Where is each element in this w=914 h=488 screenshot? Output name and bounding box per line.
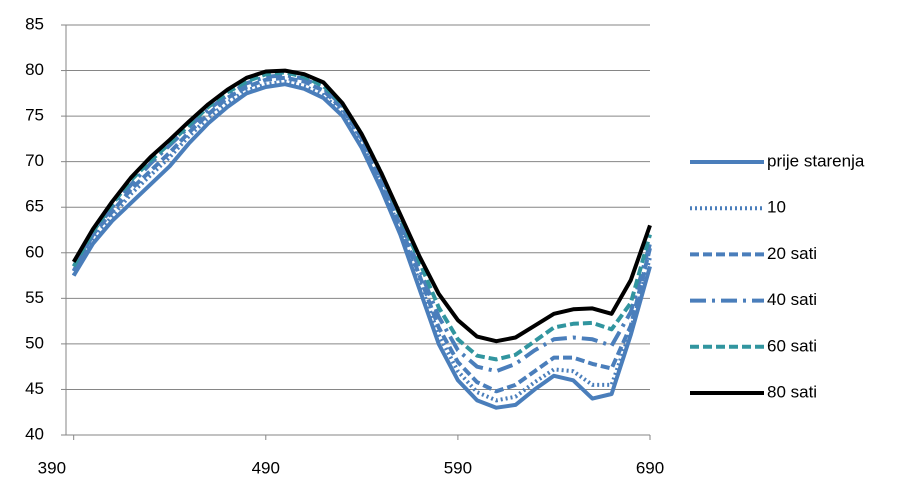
series-line (71, 70, 652, 362)
x-tick-label: 590 (444, 458, 472, 477)
legend-label: 20 sati (767, 244, 817, 263)
series-line (71, 68, 652, 344)
x-tick-label: 490 (252, 458, 280, 477)
y-tick-label: 55 (25, 288, 44, 307)
y-tick-label: 65 (25, 197, 44, 216)
y-tick-label: 45 (25, 379, 44, 398)
legend-label: prije starenja (767, 151, 865, 170)
y-tick-label: 70 (25, 151, 44, 170)
legend-label: 80 sati (767, 382, 817, 401)
y-tick-label: 50 (25, 333, 44, 352)
y-tick-label: 75 (25, 106, 44, 125)
y-tick-label: 80 (25, 60, 44, 79)
legend-label: 60 sati (767, 336, 817, 355)
series-line (71, 79, 652, 403)
x-tick-label: 390 (38, 458, 66, 477)
x-tick-label: 690 (636, 458, 664, 477)
series-line (71, 73, 652, 374)
series-line (71, 82, 652, 410)
legend-label: 10 (767, 198, 786, 217)
y-tick-label: 85 (25, 14, 44, 33)
legend-label: 40 sati (767, 290, 817, 309)
y-tick-label: 40 (25, 424, 44, 443)
y-tick-label: 60 (25, 242, 44, 261)
